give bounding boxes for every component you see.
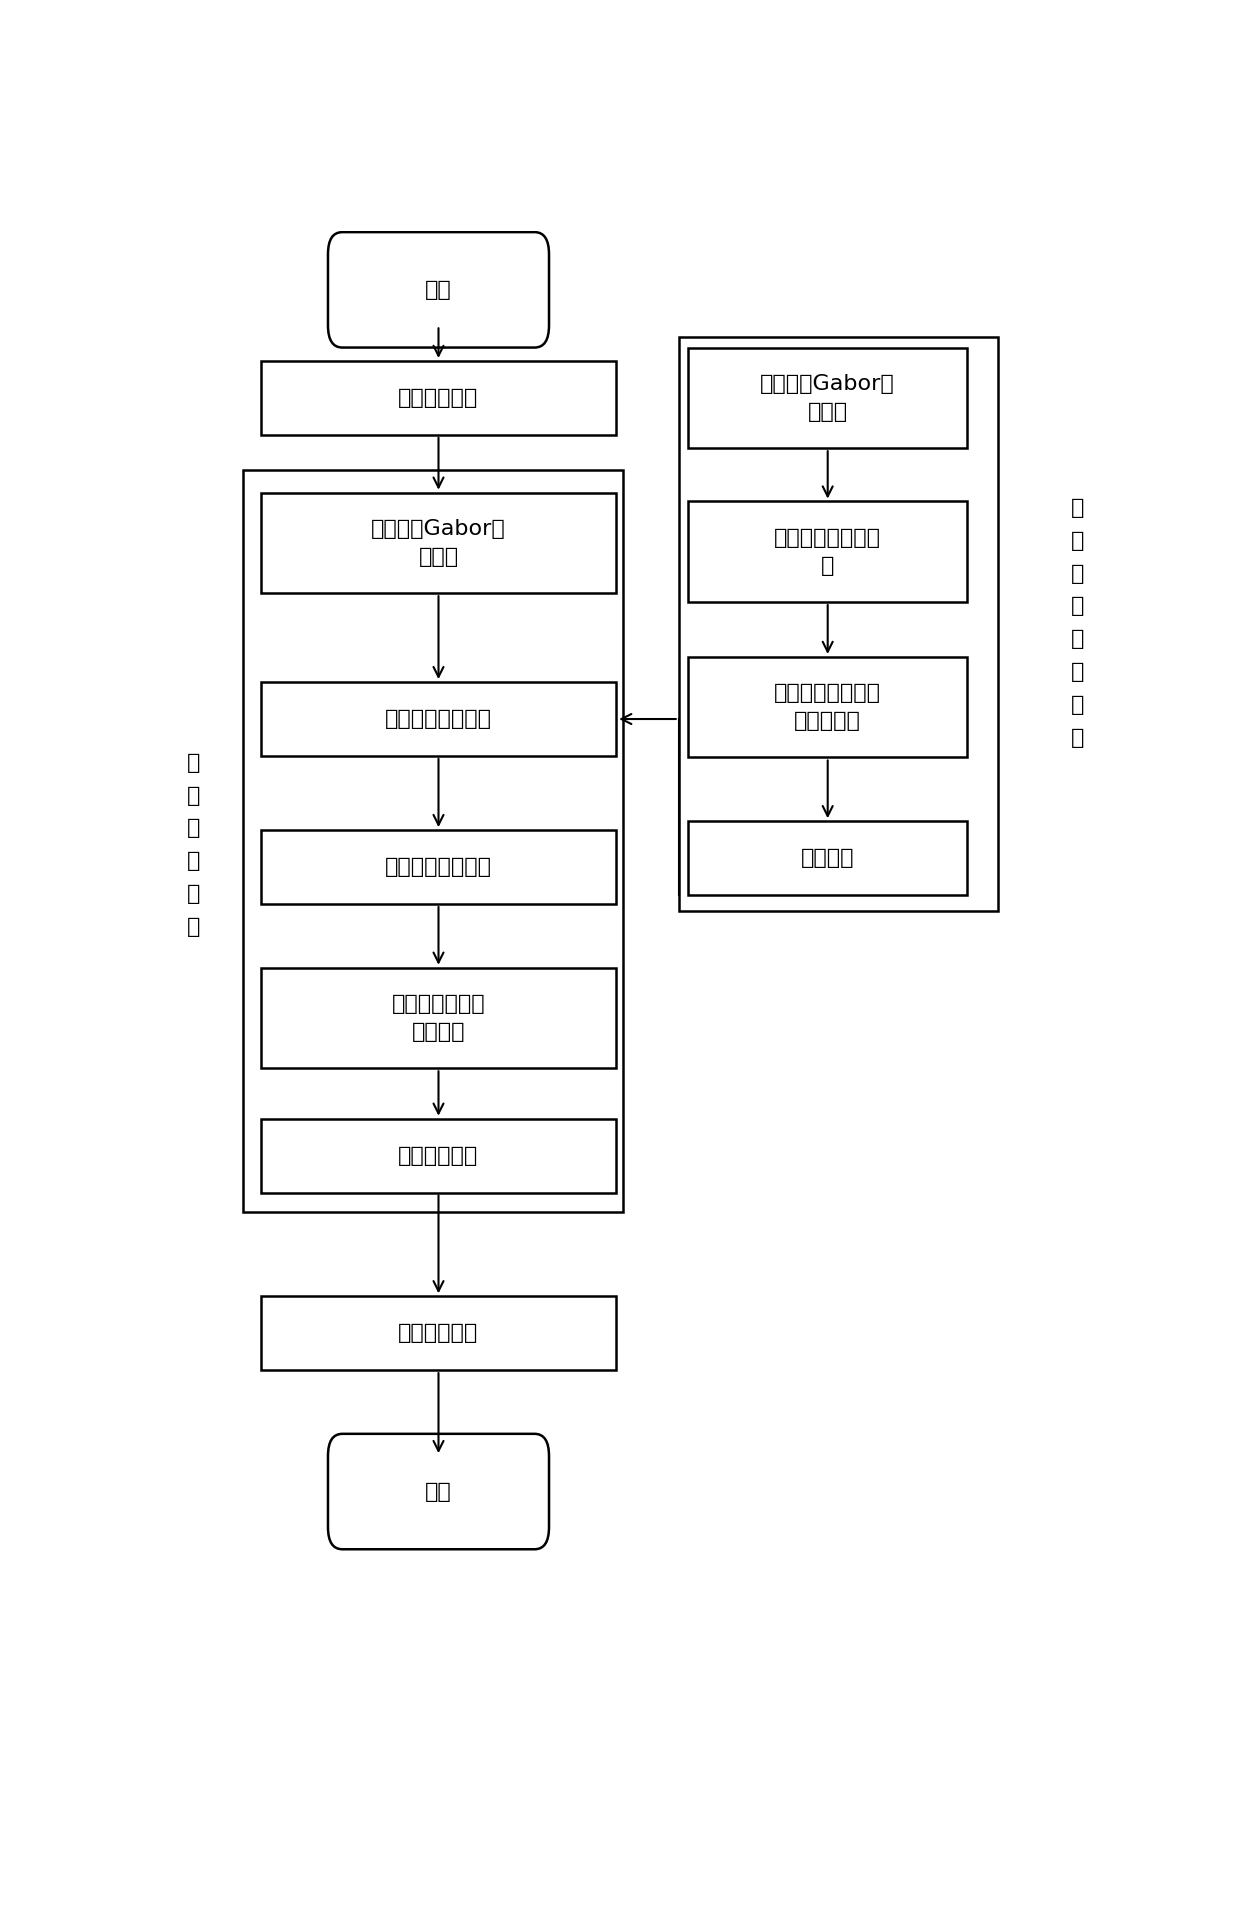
Bar: [260, 830, 616, 903]
Text: 对标准图像进行滤
波: 对标准图像进行滤 波: [774, 529, 882, 577]
Bar: [243, 471, 622, 1213]
Text: 设定阈值: 设定阈值: [801, 848, 854, 869]
Bar: [260, 967, 616, 1069]
Text: 瑕
疵
信
息
分
割: 瑕 疵 信 息 分 割: [187, 753, 200, 936]
Text: 结束: 结束: [425, 1482, 451, 1501]
Text: 瑕疵信息判断: 瑕疵信息判断: [398, 1146, 479, 1165]
Text: 图像融合、二值
化、去噪: 图像融合、二值 化、去噪: [392, 994, 485, 1042]
FancyBboxPatch shape: [327, 233, 549, 348]
Text: 获取参数信息（均
值、方差）: 获取参数信息（均 值、方差）: [774, 682, 882, 730]
Bar: [260, 682, 616, 755]
Text: 滤波后的样本图像: 滤波后的样本图像: [384, 709, 492, 728]
Text: 离
线
获
取
检
测
参
数: 离 线 获 取 检 测 参 数: [1071, 498, 1084, 748]
Bar: [260, 1119, 616, 1192]
Text: 输出检测结果: 输出检测结果: [398, 1322, 479, 1343]
Text: 自适应的Gabor滤
波器组: 自适应的Gabor滤 波器组: [760, 375, 895, 421]
Text: 输入检测样本: 输入检测样本: [398, 388, 479, 407]
Bar: [678, 336, 998, 911]
Text: 特征值图像归一化: 特征值图像归一化: [384, 857, 492, 876]
Bar: [260, 361, 616, 434]
Bar: [688, 348, 967, 448]
Text: 自适应的Gabor滤
波器组: 自适应的Gabor滤 波器组: [371, 519, 506, 567]
Bar: [688, 657, 967, 757]
Bar: [688, 821, 967, 896]
FancyBboxPatch shape: [327, 1434, 549, 1549]
Bar: [260, 1295, 616, 1370]
Bar: [688, 502, 967, 602]
Bar: [260, 492, 616, 594]
Text: 开始: 开始: [425, 281, 451, 300]
